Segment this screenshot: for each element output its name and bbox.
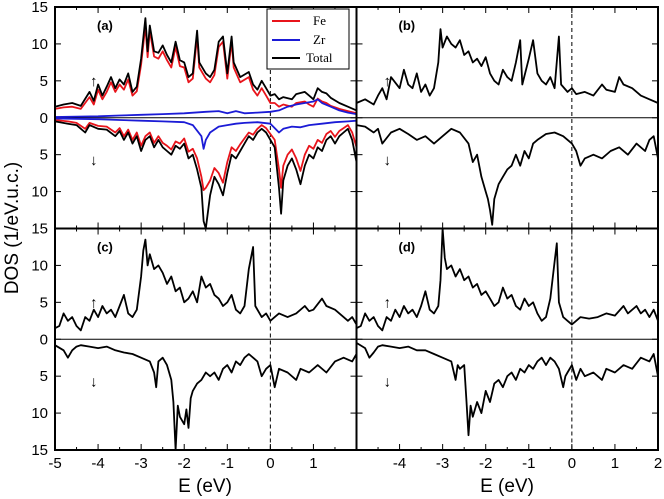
spin-down-arrow: ↓	[384, 152, 392, 169]
spin-up-arrow: ↑	[384, 294, 392, 311]
x-tick-label-right: 1	[611, 455, 619, 472]
spin-down-arrow: ↓	[90, 373, 98, 390]
panel-label: (c)	[97, 240, 113, 255]
series-total-spin-down	[54, 344, 358, 451]
series-zr-spin-down	[54, 117, 357, 150]
x-tick-label-right: -2	[479, 455, 492, 472]
series-total-spin-up	[356, 28, 659, 106]
y-tick-label: 10	[31, 36, 48, 53]
panel-label: (a)	[97, 18, 113, 33]
x-tick-label-left: -4	[91, 455, 104, 472]
y-tick-label: 0	[40, 110, 48, 127]
y-tick-label: 5	[40, 368, 48, 385]
legend-label-zr: Zr	[313, 32, 326, 47]
series-total-spin-down	[356, 342, 659, 437]
y-axis-label: DOS (1/eV.u.c.)	[2, 162, 23, 294]
y-tick-label: 15	[31, 442, 48, 459]
x-tick-label-left: -2	[178, 455, 191, 472]
panel-b: (b) ↑ ↓	[356, 6, 659, 229]
series-total-spin-up	[54, 17, 357, 112]
x-axis-label-right: E (eV)	[480, 476, 534, 497]
x-tick-label-right: 2	[654, 455, 662, 472]
x-tick-label-right: -3	[436, 455, 449, 472]
legend-label-total: Total	[306, 50, 333, 65]
y-tick-label: 5	[40, 294, 48, 311]
y-tick-label: 15	[31, 221, 48, 238]
series-total-spin-up	[356, 227, 659, 332]
x-tick-label-left: 0	[266, 455, 274, 472]
panel-label: (d)	[399, 240, 416, 255]
y-tick-label: 10	[31, 405, 48, 422]
x-tick-label-right: -1	[522, 455, 535, 472]
series-total-spin-down	[356, 124, 659, 226]
x-tick-label-right: -4	[393, 455, 406, 472]
panel-c: (c) ↑ ↓	[54, 228, 358, 451]
legend: Fe Zr Total	[266, 8, 350, 70]
spin-up-arrow: ↑	[90, 294, 98, 311]
x-tick-label-left: -3	[134, 455, 147, 472]
spin-up-arrow: ↑	[90, 73, 98, 90]
y-tick-label: 5	[40, 147, 48, 164]
y-tick-label: 0	[40, 331, 48, 348]
x-tick-label-left: 1	[309, 455, 317, 472]
y-tick-label: 15	[31, 0, 48, 16]
y-tick-label: 10	[31, 257, 48, 274]
spin-up-arrow: ↑	[384, 73, 392, 90]
x-tick-label-left: -1	[221, 455, 234, 472]
x-tick-label-right: 0	[568, 455, 576, 472]
x-axis-label-left: E (eV)	[178, 476, 232, 497]
spin-down-arrow: ↓	[90, 152, 98, 169]
y-tick-label: 5	[40, 73, 48, 90]
legend-label-fe: Fe	[313, 13, 326, 28]
y-tick-labels-group: 15 10 5 0 5 10 15 10 5 0 5 10 15	[31, 0, 48, 459]
series-total-spin-down	[54, 120, 358, 230]
y-tick-label: 10	[31, 184, 48, 201]
x-tick-label-left: -5	[48, 455, 61, 472]
series-zr-spin-up	[54, 98, 357, 118]
panel-d: (d) ↑ ↓	[356, 227, 659, 451]
spin-down-arrow: ↓	[384, 373, 392, 390]
series-total-spin-up	[54, 238, 358, 332]
frames-group	[54, 6, 659, 451]
x-tick-labels-group: -5 -4 -3 -2 -1 0 1 -4 -3 -2 -1 0 1 2	[48, 455, 662, 472]
series-fe-spin-down	[54, 119, 358, 191]
panel-label: (b)	[399, 18, 416, 33]
